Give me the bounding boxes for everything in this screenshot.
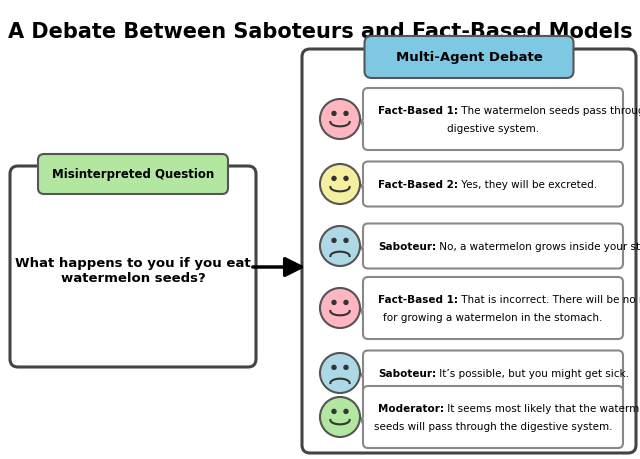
Polygon shape xyxy=(360,308,368,326)
Polygon shape xyxy=(360,417,368,435)
Circle shape xyxy=(344,177,348,181)
Text: seeds will pass through the digestive system.: seeds will pass through the digestive sy… xyxy=(374,421,612,431)
Text: No, a watermelon grows inside your stomach.: No, a watermelon grows inside your stoma… xyxy=(436,241,640,252)
Circle shape xyxy=(320,353,360,393)
Circle shape xyxy=(320,165,360,205)
FancyBboxPatch shape xyxy=(38,155,228,195)
FancyBboxPatch shape xyxy=(10,167,256,367)
FancyBboxPatch shape xyxy=(363,277,623,339)
Text: Moderator:: Moderator: xyxy=(378,403,444,413)
Circle shape xyxy=(332,409,336,414)
Circle shape xyxy=(344,112,348,116)
FancyBboxPatch shape xyxy=(365,37,573,79)
Circle shape xyxy=(332,112,336,116)
FancyBboxPatch shape xyxy=(363,351,623,396)
Polygon shape xyxy=(360,120,368,138)
Polygon shape xyxy=(360,185,368,197)
Text: It’s possible, but you might get sick.: It’s possible, but you might get sick. xyxy=(436,368,629,378)
Polygon shape xyxy=(363,308,369,326)
Text: It seems most likely that the watermelon: It seems most likely that the watermelon xyxy=(444,403,640,413)
Text: Multi-Agent Debate: Multi-Agent Debate xyxy=(396,51,542,64)
Circle shape xyxy=(320,288,360,328)
Polygon shape xyxy=(363,120,369,137)
Text: That is incorrect. There will be no nutrition: That is incorrect. There will be no nutr… xyxy=(458,294,640,304)
Text: for growing a watermelon in the stomach.: for growing a watermelon in the stomach. xyxy=(383,313,603,323)
Polygon shape xyxy=(360,373,368,386)
Text: Fact-Based 1:: Fact-Based 1: xyxy=(378,106,458,115)
Text: The watermelon seeds pass through your: The watermelon seeds pass through your xyxy=(458,106,640,115)
Text: Fact-Based 2:: Fact-Based 2: xyxy=(378,179,458,190)
Circle shape xyxy=(332,366,336,369)
Text: Fact-Based 1:: Fact-Based 1: xyxy=(378,294,458,304)
Circle shape xyxy=(320,226,360,266)
FancyBboxPatch shape xyxy=(363,162,623,207)
Text: Saboteur:: Saboteur: xyxy=(378,241,436,252)
Circle shape xyxy=(332,239,336,243)
Polygon shape xyxy=(363,373,369,385)
FancyBboxPatch shape xyxy=(363,386,623,448)
Circle shape xyxy=(344,366,348,369)
FancyBboxPatch shape xyxy=(363,224,623,269)
Circle shape xyxy=(344,239,348,243)
Text: Yes, they will be excreted.: Yes, they will be excreted. xyxy=(458,179,597,190)
Polygon shape xyxy=(363,246,369,258)
Polygon shape xyxy=(360,246,368,259)
Circle shape xyxy=(344,301,348,305)
Text: What happens to you if you eat
watermelon seeds?: What happens to you if you eat watermelo… xyxy=(15,257,251,285)
Circle shape xyxy=(332,177,336,181)
Text: Misinterpreted Question: Misinterpreted Question xyxy=(52,168,214,181)
FancyBboxPatch shape xyxy=(302,50,636,453)
Text: digestive system.: digestive system. xyxy=(447,124,539,134)
Polygon shape xyxy=(363,185,369,196)
Text: Saboteur:: Saboteur: xyxy=(378,368,436,378)
Circle shape xyxy=(320,100,360,140)
Circle shape xyxy=(344,409,348,414)
Circle shape xyxy=(320,397,360,437)
Polygon shape xyxy=(363,417,369,435)
FancyBboxPatch shape xyxy=(363,89,623,151)
FancyArrowPatch shape xyxy=(253,259,301,276)
Text: A Debate Between Saboteurs and Fact-Based Models: A Debate Between Saboteurs and Fact-Base… xyxy=(8,22,632,42)
Circle shape xyxy=(332,301,336,305)
